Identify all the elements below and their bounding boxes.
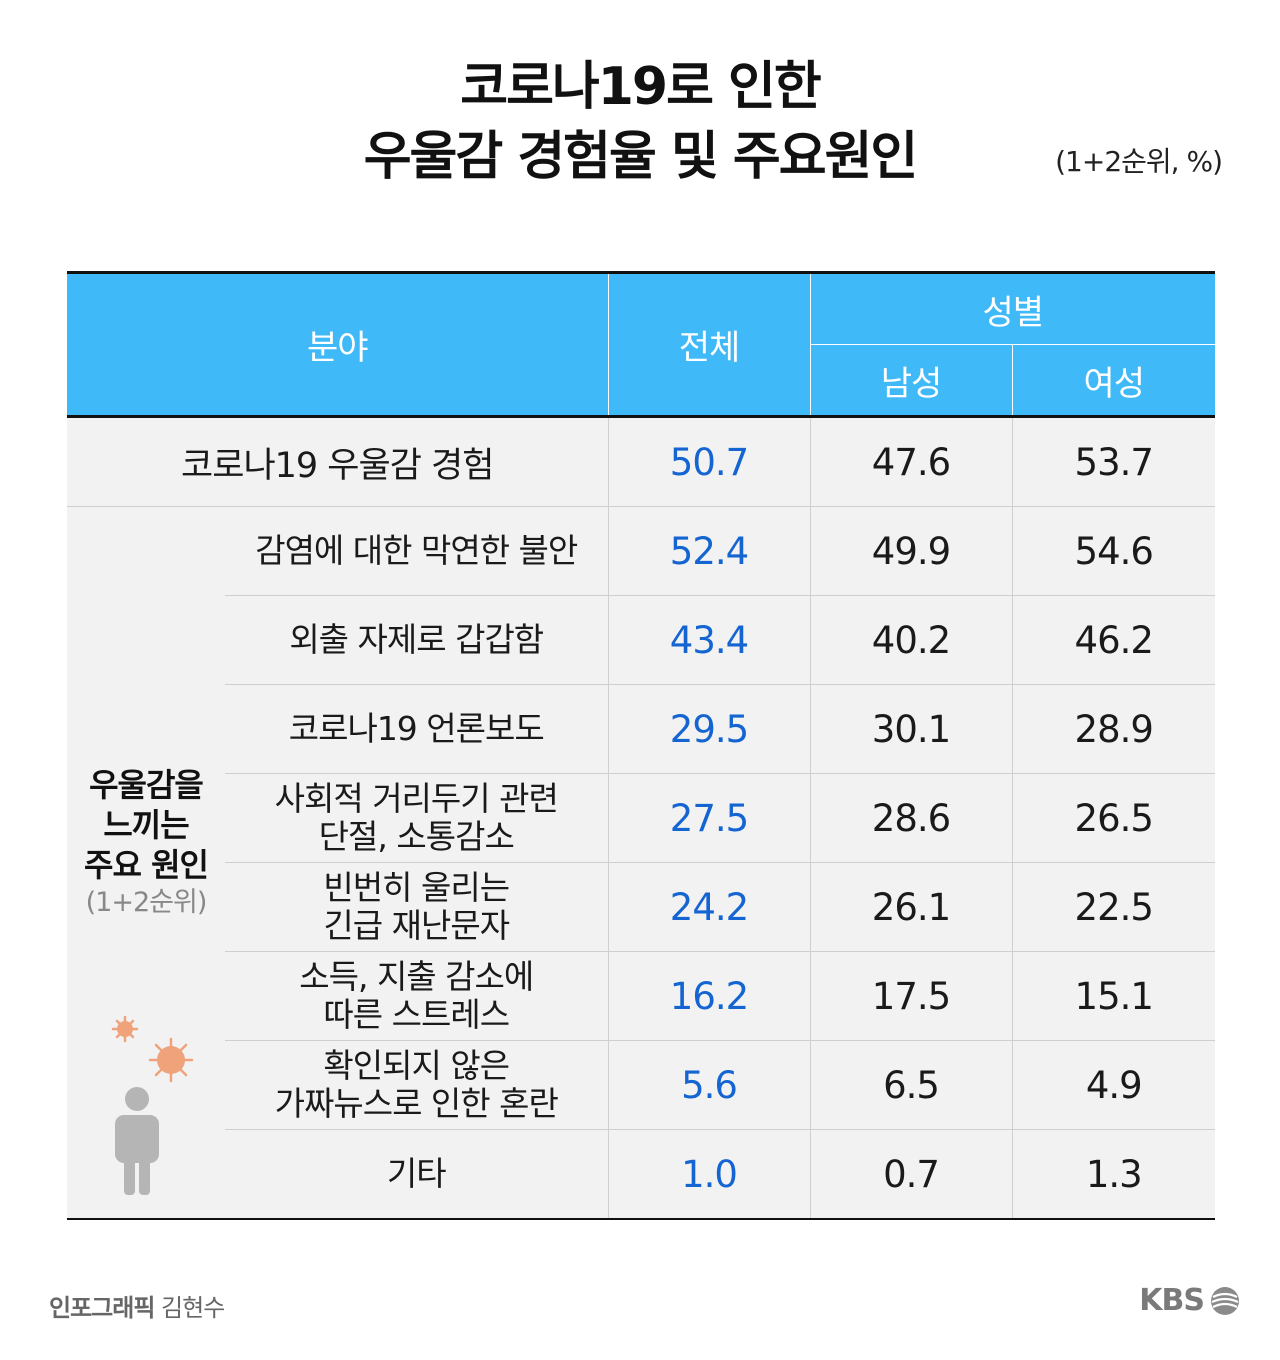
cause-label-line1: 감염에 대한 막연한 불안 [255, 531, 578, 570]
cause-total: 1.0 [607, 1129, 810, 1219]
cause-row: 우울감을 느끼는 주요 원인 (1+2순위) 감염에 대한 막연한 불안 52.4 49.9… [67, 506, 1215, 1219]
unit-label: (1+2순위, %) [1055, 145, 1223, 178]
cause-male: 6.5 [809, 1040, 1012, 1130]
cause-row: 확인되지 않은 가짜뉴스로 인한 혼란 5.6 6.5 4.9 [67, 1040, 1215, 1130]
cause-label-line2: 긴급 재난문자 [323, 906, 510, 945]
cause-label: 감염에 대한 막연한 불안 [225, 506, 608, 596]
group-title-line2: 느끼는 [103, 806, 189, 844]
cause-label: 기타 [225, 1129, 608, 1219]
cause-male: 0.7 [809, 1129, 1012, 1219]
cause-label-line1: 소득, 지출 감소에 [299, 957, 534, 996]
cause-row: 소득, 지출 감소에 따른 스트레스 16.2 17.5 15.1 [67, 951, 1215, 1041]
cause-male: 30.1 [809, 684, 1012, 774]
cause-total: 29.5 [607, 684, 810, 774]
cause-row: 사회적 거리두기 관련 단절, 소통감소 27.5 28.6 26.5 [67, 773, 1215, 863]
cause-total: 16.2 [607, 951, 810, 1041]
cause-label-line1: 빈번히 울리는 [323, 868, 510, 907]
cause-female: 22.5 [1011, 862, 1215, 952]
group-label-cell: 우울감을 느끼는 주요 원인 (1+2순위) [67, 506, 225, 1219]
cause-label-line2: 단절, 소통감소 [318, 817, 515, 856]
globe-icon [1211, 1286, 1239, 1315]
header-male: 남성 [809, 344, 1012, 417]
data-table: 분야 전체 성별 남성 여성 코로나19 우울감 경험 50.7 47.6 53… [67, 271, 1215, 1220]
group-title-line1: 우울감을 [89, 766, 204, 804]
cause-row: 빈번히 울리는 긴급 재난문자 24.2 26.1 22.5 [67, 862, 1215, 952]
page-title-line1: 코로나19로 인한 [460, 57, 822, 117]
cause-label-line1: 코로나19 언론보도 [288, 709, 545, 748]
kbs-logo: KBS [1139, 1283, 1240, 1318]
cause-female: 26.5 [1011, 773, 1215, 863]
cause-female: 46.2 [1011, 595, 1215, 685]
cause-label: 코로나19 언론보도 [225, 684, 608, 774]
group-label: 우울감을 느끼는 주요 원인 (1+2순위) [67, 765, 225, 921]
cause-label-line1: 기타 [386, 1154, 447, 1193]
cause-row: 코로나19 언론보도 29.5 30.1 28.9 [67, 684, 1215, 774]
credit-name: 김현수 [161, 1294, 225, 1322]
cause-female: 4.9 [1011, 1040, 1215, 1130]
group-title-line3: 주요 원인 [84, 846, 209, 884]
cause-label: 빈번히 울리는 긴급 재난문자 [225, 862, 608, 952]
cause-male: 26.1 [809, 862, 1012, 952]
cause-label-line1: 외출 자제로 갑갑함 [289, 620, 544, 659]
cause-male: 49.9 [809, 506, 1012, 596]
cause-male: 40.2 [809, 595, 1012, 685]
cause-female: 1.3 [1011, 1129, 1215, 1219]
cause-total: 5.6 [607, 1040, 810, 1130]
cause-female: 54.6 [1011, 506, 1215, 596]
experience-row: 코로나19 우울감 경험 50.7 47.6 53.7 [67, 416, 1215, 507]
cause-label: 확인되지 않은 가짜뉴스로 인한 혼란 [225, 1040, 608, 1130]
experience-male: 47.6 [809, 416, 1012, 507]
header-field: 분야 [67, 272, 608, 417]
cause-row: 외출 자제로 갑갑함 43.4 40.2 46.2 [67, 595, 1215, 685]
page-title-line2: 우울감 경험율 및 주요원인 [363, 127, 919, 187]
cause-total: 27.5 [607, 773, 810, 863]
cause-label: 소득, 지출 감소에 따른 스트레스 [225, 951, 608, 1041]
credit-role: 인포그래픽 [49, 1294, 155, 1322]
cause-label-line2: 가짜뉴스로 인한 혼란 [274, 1084, 559, 1123]
logo-text: KBS [1139, 1283, 1205, 1318]
experience-female: 53.7 [1011, 416, 1215, 507]
cause-label-line2: 따른 스트레스 [323, 995, 510, 1034]
header-female: 여성 [1011, 344, 1215, 417]
header-gender: 성별 [809, 272, 1215, 345]
cause-label: 사회적 거리두기 관련 단절, 소통감소 [225, 773, 608, 863]
group-subtitle: (1+2순위) [85, 887, 208, 918]
header-total: 전체 [607, 272, 810, 417]
cause-row: 기타 1.0 0.7 1.3 [67, 1129, 1215, 1219]
cause-total: 52.4 [607, 506, 810, 596]
cause-total: 24.2 [607, 862, 810, 952]
cause-label: 외출 자제로 갑갑함 [225, 595, 608, 685]
experience-total: 50.7 [607, 416, 810, 507]
credit: 인포그래픽 김현수 [49, 1288, 225, 1323]
cause-female: 15.1 [1011, 951, 1215, 1041]
cause-total: 43.4 [607, 595, 810, 685]
cause-male: 17.5 [809, 951, 1012, 1041]
person-virus-icon [111, 1015, 194, 1195]
experience-label: 코로나19 우울감 경험 [67, 416, 608, 507]
cause-label-line1: 확인되지 않은 [323, 1046, 510, 1085]
cause-male: 28.6 [809, 773, 1012, 863]
cause-female: 28.9 [1011, 684, 1215, 774]
cause-label-line1: 사회적 거리두기 관련 [274, 779, 559, 818]
